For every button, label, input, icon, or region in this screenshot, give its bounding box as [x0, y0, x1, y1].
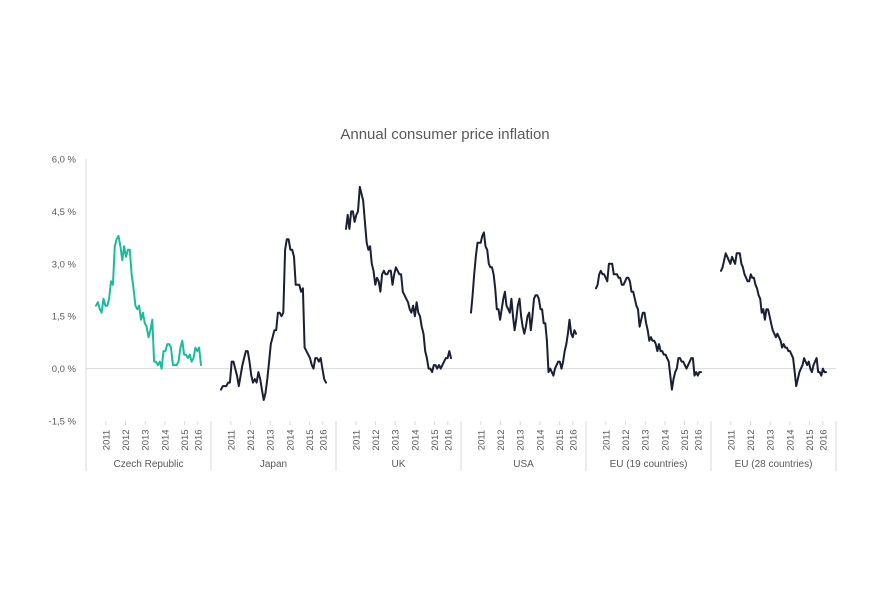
series-line	[595, 262, 702, 391]
year-tick-label: 2016	[568, 429, 579, 450]
year-tick-label: 2015	[430, 429, 441, 450]
year-tick-label: 2013	[266, 429, 277, 450]
year-tick-label: 2012	[496, 429, 507, 450]
year-tick-label: 2013	[766, 429, 777, 450]
year-tick-label: 2011	[101, 430, 112, 450]
year-tick-label: 2012	[371, 429, 382, 450]
year-tick-label: 2013	[391, 429, 402, 450]
year-tick-label: 2014	[660, 429, 671, 450]
year-tick-label: 2015	[805, 429, 816, 450]
series-line	[470, 231, 577, 377]
year-tick-label: 2016	[193, 429, 204, 450]
panel-japan: 2011 2012 2013 2014 2015 2016 Japan	[220, 238, 337, 471]
year-tick-label: 2015	[680, 429, 691, 450]
year-tick-label: 2012	[121, 429, 132, 450]
category-label: EU (19 countries)	[610, 459, 688, 470]
category-label: EU (28 countries)	[735, 459, 813, 470]
year-tick-label: 2014	[410, 429, 421, 450]
panel-eu-28-countries: 2011 2012 2013 2014 2015 2016 EU (28 countries…	[720, 252, 837, 471]
year-tick-label: 2012	[746, 429, 757, 450]
year-tick-label: 2015	[305, 429, 316, 450]
series-line	[220, 238, 327, 401]
year-tick-label: 2011	[476, 430, 487, 450]
y-tick-label: 3,0 %	[52, 259, 77, 270]
chart-title: Annual consumer price inflation	[340, 126, 549, 143]
y-tick-label: 1,5 %	[52, 312, 77, 323]
y-tick-label: 4,5 %	[52, 207, 77, 218]
year-tick-label: 2015	[555, 429, 566, 450]
series-line	[720, 252, 827, 388]
year-tick-label: 2013	[516, 429, 527, 450]
panel-czech-republic: 2011 2012 2013 2014 2015 2016 Czech Republic	[85, 234, 212, 471]
year-tick-label: 2012	[621, 429, 632, 450]
year-tick-label: 2013	[641, 429, 652, 450]
year-tick-label: 2012	[246, 429, 257, 450]
year-tick-label: 2014	[285, 429, 296, 450]
panel-uk: 2011 2012 2013 2014 2015 2016 UK	[345, 185, 462, 471]
year-tick-label: 2014	[535, 429, 546, 450]
year-tick-label: 2011	[351, 430, 362, 450]
category-label: UK	[392, 459, 406, 470]
category-label: USA	[513, 459, 534, 470]
year-tick-label: 2011	[226, 430, 237, 450]
year-tick-label: 2016	[318, 429, 329, 450]
y-axis: -1,5 % 0,0 % 1,5 % 3,0 % 4,5 % 6,0 %	[49, 155, 836, 428]
year-tick-label: 2016	[443, 429, 454, 450]
year-tick-label: 2014	[785, 429, 796, 450]
year-tick-label: 2016	[818, 429, 829, 450]
category-label: Czech Republic	[113, 459, 183, 470]
series-line	[345, 185, 452, 374]
y-tick-label: 6,0 %	[52, 155, 77, 166]
series-line	[95, 234, 202, 370]
year-tick-label: 2016	[693, 429, 704, 450]
year-tick-label: 2011	[601, 430, 612, 450]
y-tick-label: -1,5 %	[49, 417, 77, 428]
category-label: Japan	[260, 459, 287, 470]
year-tick-label: 2015	[180, 429, 191, 450]
panel-usa: 2011 2012 2013 2014 2015 2016 USA	[470, 231, 587, 471]
year-tick-label: 2013	[141, 429, 152, 450]
y-tick-label: 0,0 %	[52, 364, 77, 375]
panel-eu-19-countries: 2011 2012 2013 2014 2015 2016 EU (19 countries…	[595, 262, 712, 471]
year-tick-label: 2011	[726, 430, 737, 450]
year-tick-label: 2014	[160, 429, 171, 450]
